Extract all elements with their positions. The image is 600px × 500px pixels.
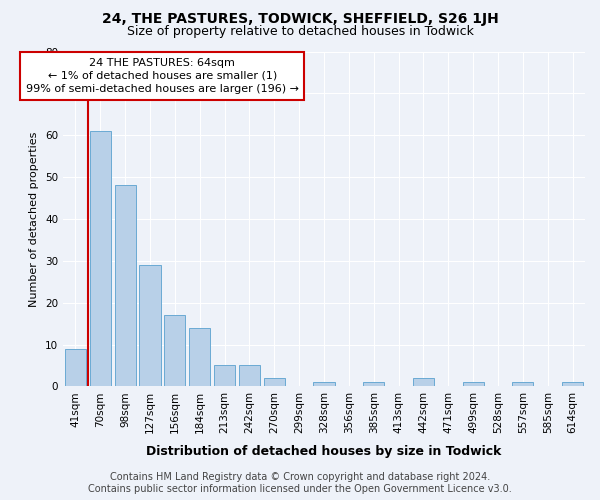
Bar: [89, 131, 111, 386]
Bar: [239, 366, 260, 386]
Bar: [263, 378, 285, 386]
Bar: [463, 382, 484, 386]
Bar: [214, 366, 235, 386]
Text: 24, THE PASTURES, TODWICK, SHEFFIELD, S26 1JH: 24, THE PASTURES, TODWICK, SHEFFIELD, S2…: [101, 12, 499, 26]
Bar: [115, 186, 136, 386]
Bar: [313, 382, 335, 386]
Y-axis label: Number of detached properties: Number of detached properties: [29, 132, 40, 306]
Bar: [189, 328, 210, 386]
Bar: [562, 382, 583, 386]
Bar: [512, 382, 533, 386]
X-axis label: Distribution of detached houses by size in Todwick: Distribution of detached houses by size …: [146, 444, 502, 458]
Bar: [413, 378, 434, 386]
Text: Size of property relative to detached houses in Todwick: Size of property relative to detached ho…: [127, 25, 473, 38]
Text: 24 THE PASTURES: 64sqm
← 1% of detached houses are smaller (1)
99% of semi-detac: 24 THE PASTURES: 64sqm ← 1% of detached …: [26, 58, 299, 94]
Bar: [164, 315, 185, 386]
Bar: [139, 265, 161, 386]
Bar: [363, 382, 384, 386]
Bar: [65, 348, 86, 387]
Text: Contains HM Land Registry data © Crown copyright and database right 2024.
Contai: Contains HM Land Registry data © Crown c…: [88, 472, 512, 494]
